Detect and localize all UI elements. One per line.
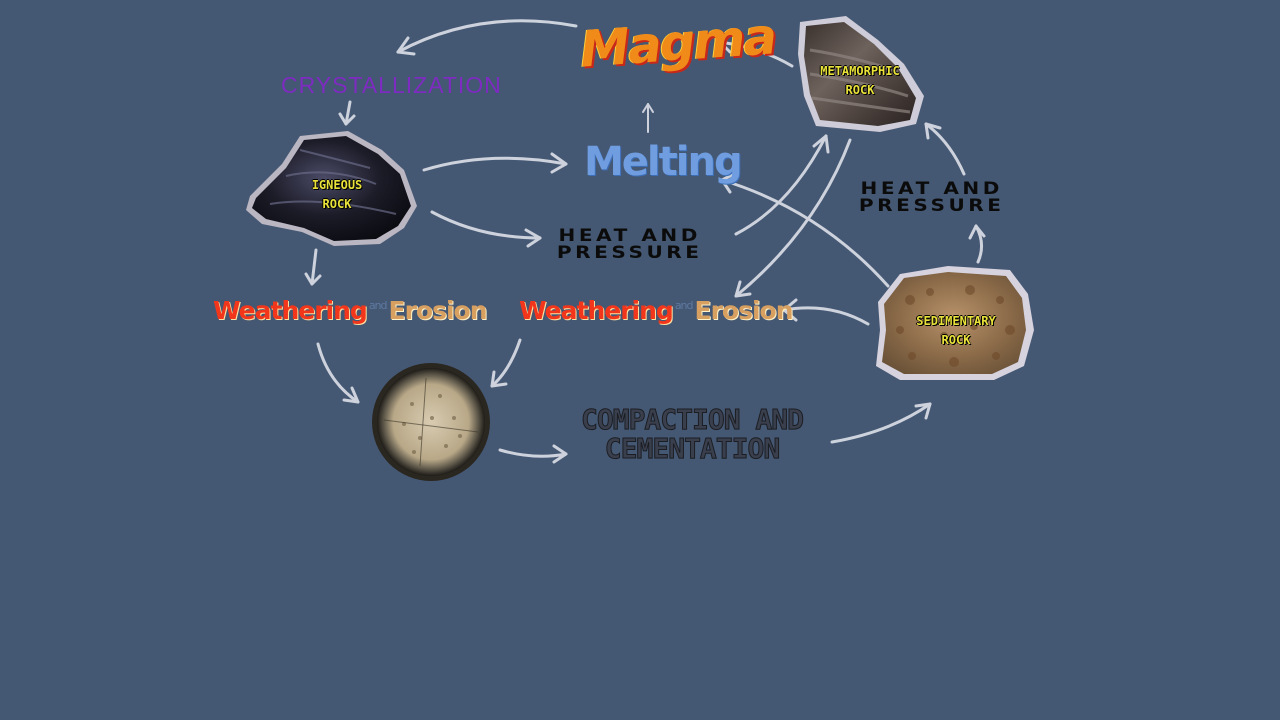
sedimentary-rock-label-line1: SEDIMENTARY: [916, 314, 996, 328]
igneous-rock-label-line1: IGNEOUS: [311, 178, 363, 192]
weathering-text-2: Weathering: [519, 296, 674, 325]
weathering-erosion-label-2: Weathering andErosion: [519, 296, 794, 325]
sedimentary-rock-label: SEDIMENTARY ROCK: [900, 312, 1012, 350]
igneous-rock-label-line2: ROCK: [322, 197, 352, 211]
arrow-melting-to-magma: [642, 103, 654, 133]
heat-pressure-2-line1: HEAT AND: [860, 179, 1003, 199]
metamorphic-rock-image: [798, 16, 924, 132]
arrow-sedimentary-to-melting: [720, 172, 890, 288]
arrow-metamorphic-to-weathering: [734, 138, 852, 298]
heat-pressure-2-line2: PRESSURE: [858, 196, 1005, 216]
arrow-igneous-to-melting: [422, 152, 568, 174]
arrow-compaction-to-sedimentary: [830, 402, 932, 444]
metamorphic-rock-label: METAMORPHIC ROCK: [808, 62, 912, 100]
magma-label: Magma: [578, 7, 777, 79]
melting-label: Melting: [584, 139, 743, 185]
erosion-text-2: Erosion: [694, 296, 794, 325]
compaction-line2: CEMENTATION: [604, 432, 780, 465]
heat-pressure-1-line2: PRESSURE: [556, 243, 703, 263]
sedimentary-rock-image: [876, 266, 1034, 380]
arrow-sedimentary-to-heat-pressure2: [968, 224, 986, 264]
and-text-2: and: [674, 299, 694, 312]
erosion-text-1: Erosion: [388, 296, 488, 325]
metamorphic-rock-label-line1: METAMORPHIC: [820, 64, 900, 78]
heat-pressure-label-2: HEAT AND PRESSURE: [859, 181, 1005, 215]
arrow-crystallization-to-igneous: [338, 100, 356, 126]
sediment-magnifier-image: [372, 363, 490, 481]
weathering-erosion-label-1: Weathering andErosion: [213, 296, 488, 325]
crystallization-label: CRYSTALLIZATION: [281, 72, 502, 98]
heat-pressure-label-1: HEAT AND PRESSURE: [557, 228, 703, 262]
igneous-rock-label: IGNEOUS ROCK: [300, 176, 374, 214]
heat-pressure-1-line1: HEAT AND: [558, 226, 701, 246]
weathering-text-1: Weathering: [213, 296, 368, 325]
arrow-sedimentary-to-weathering: [782, 298, 870, 326]
arrow-metamorphic-to-magma: [718, 32, 794, 68]
arrow-sediment-to-compaction: [498, 444, 568, 464]
arrow-heat-pressure2-to-metamorphic: [924, 122, 966, 176]
compaction-cementation-label: COMPACTION AND CEMENTATION: [580, 403, 804, 465]
arrow-heat-pressure-to-metamorphic: [734, 134, 830, 236]
arrow-weathering1-to-sediment: [316, 342, 360, 404]
metamorphic-rock-label-line2: ROCK: [845, 83, 875, 97]
arrow-igneous-to-weathering: [304, 248, 322, 286]
igneous-rock-image: [246, 131, 417, 246]
compaction-line1: COMPACTION AND: [580, 403, 804, 436]
sedimentary-rock-label-line2: ROCK: [941, 333, 971, 347]
arrow-magma-to-crystallization: [396, 19, 578, 56]
arrow-igneous-to-heat-pressure: [430, 210, 542, 248]
and-text-1: and: [368, 299, 388, 312]
arrow-weathering2-to-sediment: [490, 338, 522, 388]
